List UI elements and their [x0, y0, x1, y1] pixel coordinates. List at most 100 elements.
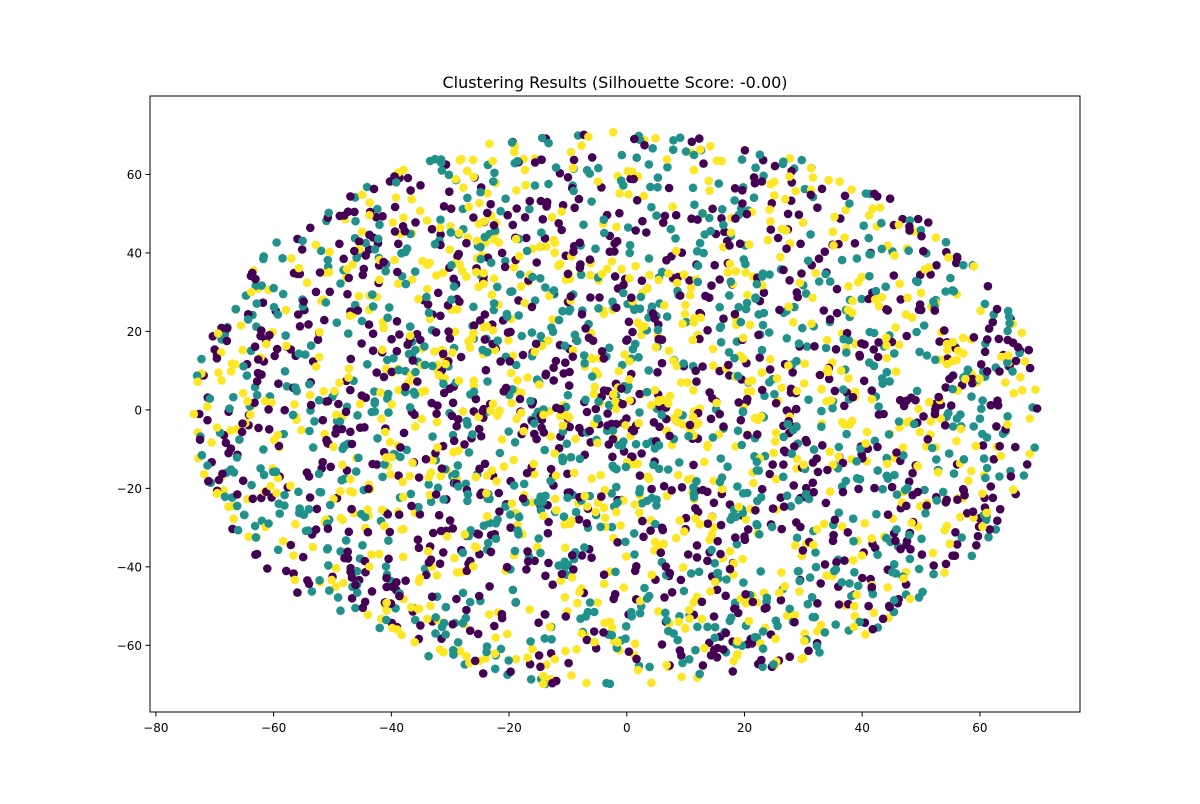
scatter-point: [367, 550, 376, 559]
scatter-point: [445, 187, 454, 196]
scatter-point: [375, 623, 385, 633]
scatter-point: [318, 457, 328, 467]
scatter-point: [837, 255, 847, 265]
scatter-point: [798, 218, 808, 227]
scatter-point: [451, 469, 460, 479]
scatter-point: [825, 487, 835, 496]
scatter-point: [864, 601, 873, 611]
scatter-point: [512, 204, 521, 213]
scatter-point: [779, 157, 788, 166]
scatter-point: [736, 317, 746, 327]
scatter-point: [381, 562, 391, 571]
scatter-point: [323, 255, 333, 265]
scatter-point: [716, 338, 726, 347]
scatter-point: [957, 533, 966, 542]
scatter-point: [734, 502, 743, 512]
scatter-point: [834, 442, 844, 452]
scatter-point: [462, 605, 471, 615]
scatter-point: [792, 386, 802, 396]
scatter-point: [250, 398, 259, 408]
scatter-point: [469, 213, 478, 222]
scatter-point: [654, 334, 664, 344]
scatter-point: [405, 403, 415, 412]
scatter-point: [542, 199, 552, 208]
scatter-point: [381, 453, 391, 462]
scatter-point: [877, 244, 887, 254]
scatter-point: [765, 205, 774, 214]
scatter-point: [628, 452, 637, 462]
scatter-point: [447, 295, 456, 305]
scatter-point: [534, 618, 543, 627]
scatter-point: [439, 495, 448, 504]
scatter-point: [568, 346, 578, 355]
scatter-point: [612, 222, 621, 232]
scatter-point: [611, 404, 621, 414]
scatter-point: [537, 155, 546, 165]
scatter-point: [834, 600, 844, 609]
scatter-point: [455, 646, 465, 656]
scatter-point: [717, 205, 727, 214]
scatter-point: [330, 386, 339, 396]
scatter-point: [646, 400, 656, 410]
scatter-point: [648, 144, 657, 153]
scatter-point: [538, 215, 548, 224]
scatter-point: [314, 352, 324, 362]
scatter-point: [955, 512, 965, 522]
scatter-point: [544, 336, 553, 345]
scatter-point: [633, 665, 643, 675]
scatter-point: [883, 474, 893, 483]
scatter-point: [967, 551, 977, 561]
scatter-point: [958, 333, 968, 343]
scatter-point: [739, 578, 748, 587]
scatter-point: [413, 535, 423, 544]
scatter-point: [885, 602, 894, 612]
scatter-point: [433, 483, 443, 493]
scatter-point: [776, 595, 786, 605]
scatter-point: [531, 339, 541, 349]
scatter-point: [552, 505, 561, 515]
scatter-point: [730, 184, 740, 193]
scatter-point: [777, 524, 786, 534]
scatter-point: [608, 452, 617, 462]
scatter-point: [583, 607, 593, 617]
scatter-point: [716, 520, 726, 530]
scatter-point: [449, 436, 459, 446]
scatter-point: [671, 234, 680, 243]
scatter-point: [824, 175, 833, 185]
scatter-point: [797, 155, 807, 165]
scatter-point: [951, 528, 960, 537]
scatter-point: [798, 546, 808, 555]
scatter-point: [916, 288, 926, 298]
scatter-point: [788, 368, 797, 377]
scatter-point: [350, 246, 359, 256]
scatter-point: [475, 549, 484, 559]
scatter-point: [831, 620, 840, 629]
scatter-point: [882, 333, 891, 343]
scatter-point: [815, 648, 824, 657]
scatter-point: [675, 646, 685, 655]
scatter-point: [383, 313, 393, 323]
scatter-point: [716, 454, 726, 463]
scatter-point: [759, 288, 769, 298]
scatter-point: [288, 410, 298, 420]
scatter-point: [445, 245, 455, 254]
scatter-point: [624, 190, 633, 199]
scatter-point: [420, 342, 429, 351]
scatter-point: [630, 639, 640, 648]
scatter-point: [705, 213, 714, 223]
scatter-point: [713, 536, 722, 546]
scatter-point: [414, 543, 424, 553]
scatter-point: [624, 317, 634, 327]
scatter-point: [382, 598, 391, 608]
scatter-point: [864, 294, 873, 304]
scatter-point: [417, 414, 427, 424]
scatter-point: [689, 483, 698, 492]
points-layer: [189, 128, 1042, 689]
scatter-point: [566, 292, 576, 301]
scatter-point: [733, 608, 743, 618]
scatter-point: [721, 591, 730, 601]
scatter-point: [551, 356, 561, 366]
scatter-point: [453, 461, 463, 470]
scatter-point: [506, 667, 515, 676]
scatter-point: [825, 277, 835, 286]
